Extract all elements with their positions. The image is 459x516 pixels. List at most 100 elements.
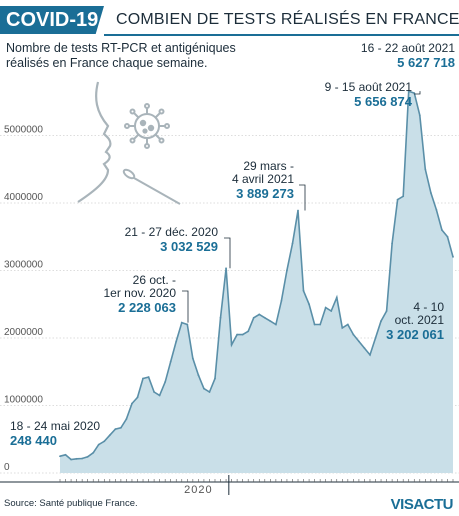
data-point <box>114 428 117 431</box>
data-point <box>186 323 189 326</box>
data-point <box>153 391 155 393</box>
annotation-date: 4 - 10 <box>413 300 444 314</box>
data-point <box>180 321 183 324</box>
footer: Source: Santé publique France. VISACTU <box>0 496 459 516</box>
chart-description: Nombre de tests RT-PCR et antigéniques r… <box>6 41 236 70</box>
data-point <box>363 347 366 350</box>
annotation-date: 1er nov. 2020 <box>104 286 177 300</box>
annotation-date: 18 - 24 mai 2020 <box>10 419 100 433</box>
data-point <box>286 269 288 272</box>
data-point <box>302 289 305 292</box>
data-point <box>446 235 449 238</box>
data-point <box>236 333 239 336</box>
annotation-date: 21 - 27 déc. 2020 <box>125 225 219 239</box>
y-tick-label: 4000000 <box>4 192 43 203</box>
source-note: Source: Santé publique France. <box>4 498 138 509</box>
data-point <box>319 323 322 326</box>
data-point <box>70 458 72 461</box>
brand-name: VISACTU <box>390 496 454 513</box>
tests-area <box>60 91 453 473</box>
annotation-leader <box>414 91 421 95</box>
data-point <box>230 343 233 346</box>
illustration <box>77 81 181 205</box>
data-point <box>274 323 277 326</box>
data-point <box>380 320 382 323</box>
data-point <box>252 316 255 319</box>
data-point <box>142 377 144 380</box>
annotation-value: 5 656 874 <box>354 94 413 109</box>
annotation-date: 26 oct. - <box>133 273 176 287</box>
data-point <box>391 242 394 245</box>
swab-icon <box>122 168 181 205</box>
annotation-value: 5 627 718 <box>397 55 455 70</box>
data-point <box>136 396 139 399</box>
y-tick-label: 5000000 <box>4 125 43 136</box>
data-point <box>424 168 427 171</box>
data-point <box>341 326 344 329</box>
annotation-value: 2 228 063 <box>118 300 176 315</box>
data-point <box>402 195 405 198</box>
data-point <box>208 391 211 393</box>
data-point <box>297 209 299 212</box>
data-point <box>396 198 399 201</box>
data-point <box>452 255 454 258</box>
data-point <box>92 451 95 454</box>
data-point <box>313 323 316 326</box>
header: COVID-19 COMBIEN DE TESTS RÉALISÉS EN FR… <box>0 0 459 40</box>
data-point <box>291 242 294 245</box>
data-point <box>119 426 122 429</box>
y-axis: 0 1000000 2000000 3000000 4000000 5000000 <box>4 125 43 474</box>
data-point <box>346 323 349 326</box>
data-point <box>225 267 227 270</box>
data-point <box>429 191 432 194</box>
data-point <box>330 310 333 312</box>
annotation-value: 3 889 273 <box>236 186 294 201</box>
data-point <box>413 92 416 95</box>
data-point <box>203 387 205 390</box>
data-point <box>352 333 355 336</box>
data-point <box>164 380 167 383</box>
y-tick-label: 3000000 <box>4 260 43 271</box>
virus-icon <box>124 103 170 149</box>
annotation-date: 9 - 15 août 2021 <box>325 80 413 94</box>
data-point <box>125 418 128 420</box>
data-point <box>258 313 261 316</box>
tests-line <box>59 90 454 461</box>
data-marks <box>59 90 454 461</box>
data-point <box>335 296 338 299</box>
annotation-date: 16 - 22 août 2021 <box>361 41 455 55</box>
annotation-value: 248 440 <box>10 433 57 448</box>
data-point <box>385 310 388 312</box>
data-point <box>407 90 410 93</box>
annotation-date: oct. 2021 <box>395 313 445 327</box>
topic-tag: COVID-19 <box>0 6 104 34</box>
head-profile-icon <box>77 81 112 203</box>
data-point <box>175 340 178 343</box>
data-point <box>147 376 150 379</box>
annotation-leader <box>224 237 231 269</box>
data-point <box>219 316 222 319</box>
data-point <box>269 320 272 323</box>
y-tick-label: 0 <box>4 462 10 473</box>
data-point <box>369 353 371 356</box>
data-point <box>358 340 360 343</box>
data-point <box>86 455 89 458</box>
data-point <box>97 443 100 446</box>
data-point <box>75 457 78 460</box>
annotation-value: 3 202 061 <box>386 327 444 342</box>
data-point <box>103 440 106 443</box>
data-point <box>324 306 327 309</box>
data-point <box>441 229 443 231</box>
data-point <box>108 434 111 437</box>
data-point <box>59 455 61 458</box>
data-point <box>169 360 172 363</box>
data-point <box>435 208 438 211</box>
y-tick-label: 1000000 <box>4 395 43 406</box>
data-point <box>247 330 250 333</box>
data-point <box>263 316 266 319</box>
page-title: COMBIEN DE TESTS RÉALISÉS EN FRANCE ? <box>116 11 459 28</box>
annotation-leader <box>182 290 189 323</box>
data-point <box>197 374 200 377</box>
